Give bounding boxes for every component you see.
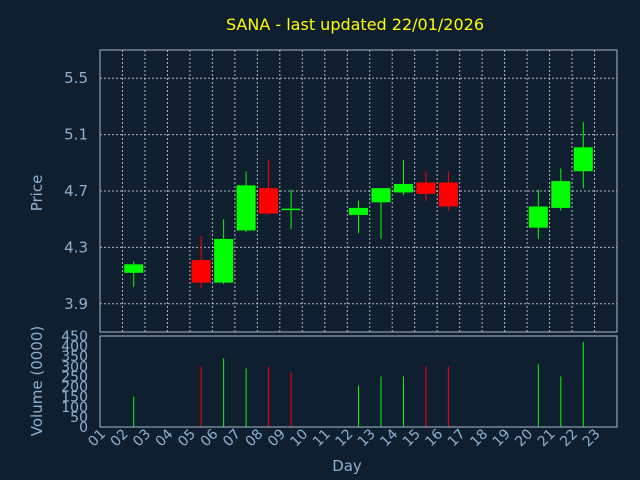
- candle: [528, 189, 548, 239]
- candle: [438, 171, 458, 211]
- candle-body: [573, 147, 593, 172]
- candle: [349, 200, 368, 234]
- candle-body: [124, 264, 144, 273]
- chart-title: SANA - last updated 22/01/2026: [226, 15, 484, 34]
- volume-tick-label: 50: [70, 410, 88, 426]
- volume-axis-label: Volume (0000): [28, 326, 46, 436]
- volume-tick-label: 0: [79, 420, 88, 436]
- candle: [551, 168, 571, 211]
- price-axis-label: Price: [28, 175, 46, 212]
- candle: [236, 171, 256, 232]
- candle: [416, 171, 436, 201]
- volume-tick-label: 150: [61, 390, 88, 406]
- price-panel-frame: [99, 49, 618, 333]
- candle: [371, 188, 391, 239]
- candle-body: [214, 238, 234, 283]
- volume-tick-label: 450: [61, 329, 88, 345]
- candles: [124, 121, 593, 289]
- candle-body: [191, 260, 211, 283]
- candle: [191, 236, 211, 289]
- candle: [281, 189, 301, 230]
- volume-tick-label: 350: [61, 349, 88, 365]
- price-tick-label: 4.7: [64, 182, 88, 200]
- volume-tick-label: 300: [61, 359, 88, 375]
- candle: [573, 121, 593, 189]
- price-tick-label: 5.5: [64, 69, 88, 87]
- candle-body: [371, 188, 391, 203]
- volume-tick-label: 200: [61, 380, 88, 396]
- volume-tick-label: 100: [61, 400, 88, 416]
- candle: [124, 261, 144, 287]
- volume-bars: [133, 342, 584, 427]
- volume-tick-label: 250: [61, 369, 88, 385]
- price-grid: [100, 50, 617, 332]
- candle-body: [551, 181, 571, 208]
- volume-panel-frame: [99, 335, 618, 428]
- candle-body: [528, 206, 548, 228]
- candle-body: [393, 183, 413, 193]
- candle-body: [236, 185, 256, 231]
- price-ticks: 3.9 4.3 4.7 5.1 5.5: [64, 69, 88, 313]
- price-tick-label: 5.1: [64, 126, 88, 144]
- candle: [393, 159, 413, 196]
- candle-body: [438, 182, 458, 207]
- candle: [214, 219, 234, 285]
- price-tick-label: 4.3: [64, 238, 88, 256]
- volume-tick-label: 400: [61, 339, 88, 355]
- x-ticks: 0102030405060708091011121314151617181920…: [85, 426, 603, 450]
- candle-body: [349, 207, 368, 215]
- x-axis-label: Day: [332, 457, 362, 475]
- candle-body: [259, 188, 279, 214]
- price-tick-label: 3.9: [64, 295, 88, 313]
- candle: [259, 159, 279, 215]
- candle-body: [416, 182, 436, 194]
